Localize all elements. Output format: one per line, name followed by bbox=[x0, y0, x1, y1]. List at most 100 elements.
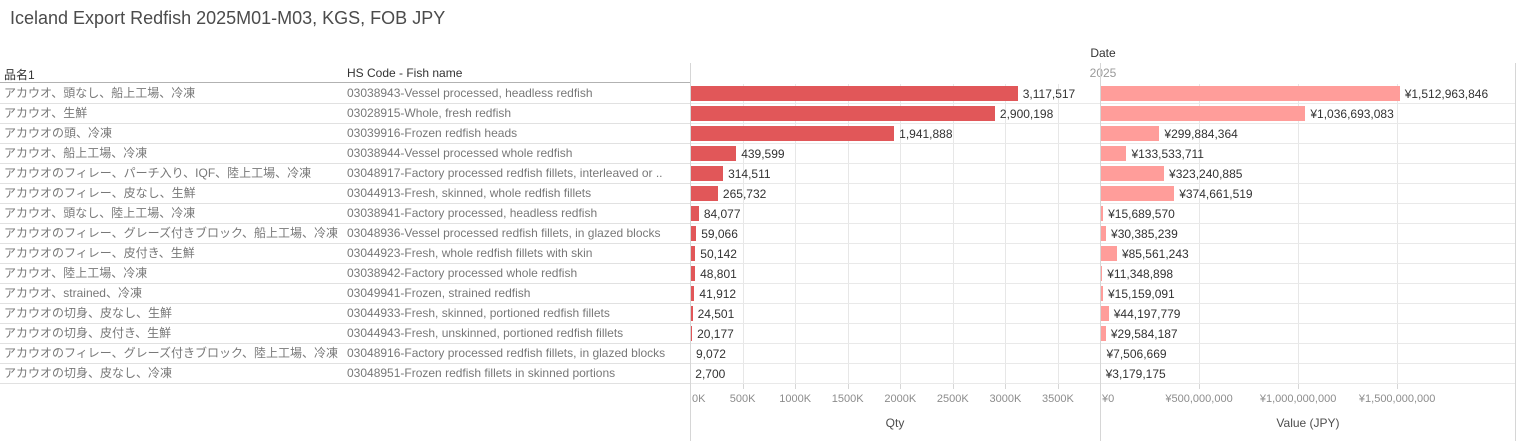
gridline bbox=[1005, 84, 1007, 384]
value-bar[interactable] bbox=[1100, 266, 1103, 281]
axis-tick-label: 0K bbox=[692, 393, 706, 405]
hs-code-cell[interactable]: 03044923-Fresh, whole redfish fillets wi… bbox=[347, 244, 690, 264]
qty-bar[interactable] bbox=[690, 106, 995, 121]
product-name-cell[interactable]: アカウオの切身、皮付き、生鮮 bbox=[0, 324, 347, 344]
qty-bar[interactable] bbox=[690, 186, 718, 201]
qty-bar-row: 20,177 bbox=[690, 324, 1100, 344]
qty-bar[interactable] bbox=[690, 286, 695, 301]
value-bar[interactable] bbox=[1100, 246, 1117, 261]
value-amount-label: ¥1,036,693,083 bbox=[1310, 106, 1394, 121]
value-bar[interactable] bbox=[1100, 326, 1106, 341]
value-bar[interactable] bbox=[1100, 86, 1400, 101]
value-bar-row: ¥1,036,693,083 bbox=[1100, 104, 1516, 124]
product-name-cell[interactable]: アカウオ、頭なし、陸上工場、冷凍 bbox=[0, 204, 347, 224]
product-name-cell[interactable]: アカウオの頭、冷凍 bbox=[0, 124, 347, 144]
product-name-cell[interactable]: アカウオ、頭なし、船上工場、冷凍 bbox=[0, 84, 347, 104]
value-bar[interactable] bbox=[1100, 226, 1107, 241]
value-amount-label: ¥1,512,963,846 bbox=[1404, 86, 1489, 101]
value-bar[interactable] bbox=[1100, 106, 1306, 121]
value-bar[interactable] bbox=[1100, 126, 1160, 141]
value-bar-row: ¥44,197,779 bbox=[1100, 304, 1516, 324]
qty-bar[interactable] bbox=[690, 266, 696, 281]
qty-bar[interactable] bbox=[690, 146, 737, 161]
product-name-cell[interactable]: アカウオのフィレー、パーチ入り、IQF、陸上工場、冷凍 bbox=[0, 164, 347, 184]
hs-code-cell[interactable]: 03039916-Frozen redfish heads bbox=[347, 124, 690, 144]
value-bar-row: ¥15,159,091 bbox=[1100, 284, 1516, 304]
value-bar-row: ¥11,348,898 bbox=[1100, 264, 1516, 284]
axis-tick-label: 2000K bbox=[884, 393, 917, 405]
qty-axis-title: Qty bbox=[885, 416, 905, 430]
hs-code-cell[interactable]: 03048951-Frozen redfish fillets in skinn… bbox=[347, 364, 690, 384]
qty-amount-label: 2,700 bbox=[695, 366, 726, 381]
hs-code-cell[interactable]: 03048916-Factory processed redfish fille… bbox=[347, 344, 690, 364]
qty-amount-label: 48,801 bbox=[700, 266, 737, 281]
qty-bar[interactable] bbox=[690, 206, 699, 221]
hs-code-cell[interactable]: 03038944-Vessel processed whole redfish bbox=[347, 144, 690, 164]
qty-amount-label: 2,900,198 bbox=[999, 106, 1054, 121]
gridline bbox=[742, 84, 744, 384]
qty-bar[interactable] bbox=[690, 126, 895, 141]
qty-amount-label: 24,501 bbox=[697, 306, 735, 321]
value-bar[interactable] bbox=[1100, 306, 1109, 321]
value-bar-row: ¥374,661,519 bbox=[1100, 184, 1516, 204]
value-bar-row: ¥29,584,187 bbox=[1100, 324, 1516, 344]
qty-bar[interactable] bbox=[690, 306, 693, 321]
value-bar[interactable] bbox=[1100, 186, 1175, 201]
axis-tick-label: 3000K bbox=[989, 393, 1022, 405]
product-name-cell[interactable]: アカウオ、陸上工場、冷凍 bbox=[0, 264, 347, 284]
hs-code-cell[interactable]: 03049941-Frozen, strained redfish bbox=[347, 284, 690, 304]
qty-axis: Qty 0K 500K 1000K 1500K 2000K 2500K 3000K 3500K bbox=[690, 384, 1100, 441]
product-name-column: アカウオ、頭なし、船上工場、冷凍 アカウオ、生鮮 アカウオの頭、冷凍 アカウオ、船上工… bbox=[0, 84, 347, 384]
product-name-cell[interactable]: アカウオ、strained、冷凍 bbox=[0, 284, 347, 304]
product-name-cell[interactable]: アカウオの切身、皮なし、冷凍 bbox=[0, 364, 347, 384]
qty-bar-row: 24,501 bbox=[690, 304, 1100, 324]
hs-code-cell[interactable]: 03044913-Fresh, skinned, whole redfish f… bbox=[347, 184, 690, 204]
product-name-cell[interactable]: アカウオのフィレー、皮なし、生鮮 bbox=[0, 184, 347, 204]
value-bar-row: ¥15,689,570 bbox=[1100, 204, 1516, 224]
hs-code-cell[interactable]: 03038942-Factory processed whole redfish bbox=[347, 264, 690, 284]
axis-tick-label: ¥500,000,000 bbox=[1165, 393, 1233, 405]
value-bar-row: ¥133,533,711 bbox=[1100, 144, 1516, 164]
value-bar-row: ¥7,506,669 bbox=[1100, 344, 1516, 364]
value-bar-row: ¥85,561,243 bbox=[1100, 244, 1516, 264]
qty-bar-row: 2,700 bbox=[690, 364, 1100, 384]
column-header-product-name[interactable]: 品名1 bbox=[4, 68, 35, 82]
product-name-cell[interactable]: アカウオのフィレー、皮付き、生鮮 bbox=[0, 244, 347, 264]
value-bar[interactable] bbox=[1100, 146, 1127, 161]
value-amount-label: ¥29,584,187 bbox=[1110, 326, 1178, 341]
value-amount-label: ¥85,561,243 bbox=[1121, 246, 1189, 261]
value-bar-row: ¥30,385,239 bbox=[1100, 224, 1516, 244]
value-chart-pane: ¥1,512,963,846 ¥1,036,693,083 ¥299,884,364… bbox=[1100, 84, 1516, 384]
gridline bbox=[900, 84, 902, 384]
column-header-hs-code[interactable]: HS Code - Fish name bbox=[347, 66, 463, 80]
hs-code-cell[interactable]: 03048936-Vessel processed redfish fillet… bbox=[347, 224, 690, 244]
product-name-cell[interactable]: アカウオのフィレー、グレーズ付きブロック、船上工場、冷凍 bbox=[0, 224, 347, 244]
hs-code-cell[interactable]: 03048917-Factory processed redfish fille… bbox=[347, 164, 690, 184]
qty-bar[interactable] bbox=[690, 246, 696, 261]
value-amount-label: ¥323,240,885 bbox=[1169, 166, 1243, 181]
qty-bar-row: 2,900,198 bbox=[690, 104, 1100, 124]
hs-code-cell[interactable]: 03044933-Fresh, skinned, portioned redfi… bbox=[347, 304, 690, 324]
product-name-cell[interactable]: アカウオ、船上工場、冷凍 bbox=[0, 144, 347, 164]
hs-code-cell[interactable]: 03044943-Fresh, unskinned, portioned red… bbox=[347, 324, 690, 344]
product-name-cell[interactable]: アカウオの切身、皮なし、生鮮 bbox=[0, 304, 347, 324]
qty-bar[interactable] bbox=[690, 226, 697, 241]
axis-tick-mark bbox=[1199, 384, 1201, 389]
axis-tick-label: ¥1,000,000,000 bbox=[1259, 393, 1337, 405]
gridline bbox=[1199, 84, 1201, 384]
hs-code-cell[interactable]: 03028915-Whole, fresh redfish bbox=[347, 104, 690, 124]
value-bar[interactable] bbox=[1100, 166, 1165, 181]
qty-bar[interactable] bbox=[690, 86, 1018, 101]
value-bar-row: ¥323,240,885 bbox=[1100, 164, 1516, 184]
product-name-cell[interactable]: アカウオのフィレー、グレーズ付きブロック、陸上工場、冷凍 bbox=[0, 344, 347, 364]
hs-code-cell[interactable]: 03038943-Vessel processed, headless redf… bbox=[347, 84, 690, 104]
qty-bar[interactable] bbox=[690, 326, 693, 341]
value-bar[interactable] bbox=[1100, 206, 1104, 221]
hs-code-cell[interactable]: 03038941-Factory processed, headless red… bbox=[347, 204, 690, 224]
product-name-cell[interactable]: アカウオ、生鮮 bbox=[0, 104, 347, 124]
qty-amount-label: 50,142 bbox=[700, 246, 737, 261]
value-bar[interactable] bbox=[1100, 286, 1103, 301]
qty-bar[interactable] bbox=[690, 166, 724, 181]
qty-bar-row: 439,599 bbox=[690, 144, 1100, 164]
qty-amount-label: 41,912 bbox=[699, 286, 737, 301]
